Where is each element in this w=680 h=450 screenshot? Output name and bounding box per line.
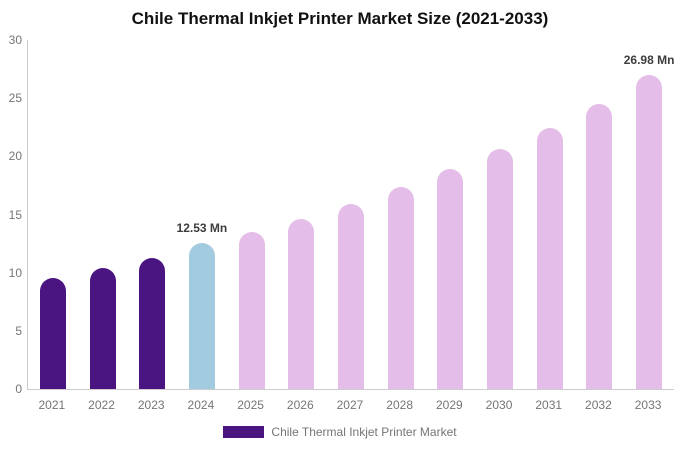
y-axis-label-10: 10 [8, 266, 22, 280]
y-axis: 0 5 10 15 20 25 30 [0, 33, 22, 396]
bar-slot-2026 [276, 40, 326, 389]
bar-2022[interactable] [89, 268, 116, 389]
bar-slot-2031 [525, 40, 575, 389]
x-axis-label-2029: 2029 [435, 398, 463, 412]
y-axis-label-25: 25 [8, 91, 22, 105]
bar-2025[interactable] [238, 232, 265, 389]
x-axis-label-2032: 2032 [585, 398, 612, 412]
bar-2032[interactable] [586, 104, 613, 389]
bar-2021[interactable] [39, 278, 66, 389]
x-axis-labels: 2021 2022 2023 2024 2025 2026 2027 2028 2029 2030… [27, 398, 673, 412]
legend-item[interactable]: Chile Thermal Inkjet Printer Market [0, 425, 680, 439]
chart-title: Chile Thermal Inkjet Printer Market Size… [131, 9, 549, 28]
bar-value-label-2033: 26.98 Mn [623, 53, 675, 67]
x-axis-label-2026: 2026 [286, 398, 314, 412]
bar-slot-2021 [28, 40, 78, 389]
bar-2033[interactable] [636, 75, 663, 389]
bar-2031[interactable] [536, 128, 563, 389]
bar-value-label-2024: 12.53 Mn [176, 221, 228, 235]
bar-2027[interactable] [337, 204, 364, 389]
bar-slot-2023 [127, 40, 177, 389]
x-axis-label-2024: 2024 [187, 398, 215, 412]
x-axis-label-2027: 2027 [336, 398, 364, 412]
bar-slot-2032 [575, 40, 625, 389]
bar-slot-2027 [326, 40, 376, 389]
x-axis-label-2028: 2028 [386, 398, 413, 412]
bar-slot-2029 [426, 40, 476, 389]
y-axis-label-30: 30 [8, 33, 22, 47]
bar-slot-2028 [376, 40, 426, 389]
x-axis-label-2030: 2030 [485, 398, 513, 412]
y-axis-label-5: 5 [15, 324, 22, 338]
y-axis-label-15: 15 [8, 208, 22, 222]
bar-2029[interactable] [437, 169, 464, 389]
x-axis-label-2022: 2022 [88, 398, 115, 412]
bar-2030[interactable] [487, 149, 514, 389]
bar-slot-2030 [475, 40, 525, 389]
bar-slot-2025 [227, 40, 277, 389]
bar-2023[interactable] [139, 258, 166, 389]
x-axis-label-2031: 2031 [535, 398, 563, 412]
x-axis-label-2025: 2025 [237, 398, 264, 412]
plot-area: 12.53 Mn 26.98 Mn [27, 40, 674, 390]
bar-slot-2024: 12.53 Mn [177, 40, 227, 389]
bar-2024[interactable] [188, 243, 215, 389]
bars-row: 12.53 Mn 26.98 Mn [28, 40, 674, 389]
y-axis-label-20: 20 [8, 149, 22, 163]
bar-2026[interactable] [288, 219, 315, 389]
legend-swatch-icon [223, 426, 265, 438]
legend-label: Chile Thermal Inkjet Printer Market [271, 425, 457, 439]
x-axis-label-2021: 2021 [38, 398, 66, 412]
y-axis-label-0: 0 [15, 382, 22, 396]
bar-2028[interactable] [387, 187, 414, 389]
x-axis-label-2023: 2023 [137, 398, 165, 412]
bar-slot-2033: 26.98 Mn [624, 40, 674, 389]
bar-slot-2022 [78, 40, 128, 389]
x-axis-label-2033: 2033 [634, 398, 662, 412]
